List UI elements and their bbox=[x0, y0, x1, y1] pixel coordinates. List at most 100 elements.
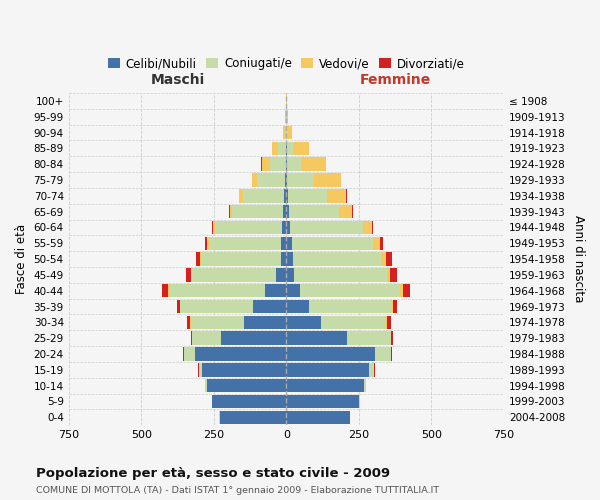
Bar bbox=[286, 332, 347, 345]
Bar bbox=[285, 174, 286, 186]
Bar bbox=[286, 252, 293, 266]
Bar bbox=[293, 142, 309, 155]
Bar bbox=[286, 363, 369, 376]
Bar bbox=[381, 252, 386, 266]
Bar bbox=[286, 220, 290, 234]
Bar bbox=[364, 379, 366, 392]
Bar bbox=[239, 189, 244, 202]
Bar bbox=[209, 236, 281, 250]
Bar bbox=[232, 205, 283, 218]
Bar bbox=[286, 316, 321, 329]
Bar bbox=[196, 252, 200, 266]
Bar bbox=[287, 110, 289, 124]
Bar bbox=[288, 189, 327, 202]
Bar bbox=[281, 220, 286, 234]
Bar bbox=[187, 316, 190, 329]
Bar bbox=[391, 332, 393, 345]
Bar bbox=[202, 363, 286, 376]
Bar bbox=[392, 300, 393, 313]
Bar bbox=[300, 284, 400, 298]
Bar bbox=[285, 126, 286, 140]
Bar bbox=[195, 347, 286, 360]
Text: COMUNE DI MOTTOLA (TA) - Dati ISTAT 1° gennaio 2009 - Elaborazione TUTTITALIA.IT: COMUNE DI MOTTOLA (TA) - Dati ISTAT 1° g… bbox=[36, 486, 439, 495]
Bar bbox=[321, 316, 386, 329]
Bar bbox=[270, 158, 286, 171]
Bar bbox=[230, 205, 232, 218]
Bar bbox=[286, 284, 300, 298]
Bar bbox=[290, 220, 363, 234]
Bar bbox=[169, 284, 265, 298]
Bar bbox=[400, 284, 403, 298]
Bar bbox=[283, 126, 285, 140]
Bar bbox=[286, 300, 309, 313]
Bar bbox=[283, 205, 286, 218]
Bar bbox=[286, 126, 288, 140]
Bar bbox=[286, 189, 288, 202]
Bar bbox=[289, 205, 340, 218]
Bar bbox=[292, 236, 373, 250]
Bar bbox=[229, 205, 230, 218]
Legend: Celibi/Nubili, Coniugati/e, Vedovi/e, Divorziati/e: Celibi/Nubili, Coniugati/e, Vedovi/e, Di… bbox=[103, 52, 469, 75]
Y-axis label: Fasce di età: Fasce di età bbox=[15, 224, 28, 294]
Bar bbox=[205, 379, 206, 392]
Bar bbox=[272, 142, 278, 155]
Bar bbox=[386, 316, 387, 329]
Bar bbox=[380, 236, 383, 250]
Bar bbox=[347, 332, 391, 345]
Bar bbox=[375, 347, 391, 360]
Bar bbox=[206, 379, 286, 392]
Bar bbox=[327, 189, 346, 202]
Bar bbox=[284, 189, 286, 202]
Bar bbox=[191, 332, 192, 345]
Bar bbox=[363, 220, 371, 234]
Bar bbox=[252, 174, 257, 186]
Bar bbox=[287, 142, 293, 155]
Text: Popolazione per età, sesso e stato civile - 2009: Popolazione per età, sesso e stato civil… bbox=[36, 468, 390, 480]
Bar bbox=[192, 332, 221, 345]
Bar bbox=[276, 268, 286, 281]
Y-axis label: Anni di nascita: Anni di nascita bbox=[572, 216, 585, 303]
Bar bbox=[286, 394, 359, 408]
Text: Femmine: Femmine bbox=[359, 72, 431, 86]
Bar bbox=[191, 316, 244, 329]
Bar bbox=[205, 236, 207, 250]
Bar bbox=[281, 252, 286, 266]
Bar bbox=[212, 394, 286, 408]
Bar bbox=[309, 300, 392, 313]
Bar bbox=[278, 142, 286, 155]
Bar bbox=[352, 205, 353, 218]
Bar bbox=[207, 236, 209, 250]
Bar bbox=[287, 174, 314, 186]
Bar bbox=[286, 268, 295, 281]
Bar bbox=[387, 268, 390, 281]
Bar bbox=[371, 220, 373, 234]
Bar bbox=[192, 268, 276, 281]
Bar bbox=[393, 300, 397, 313]
Bar bbox=[286, 205, 289, 218]
Bar bbox=[262, 158, 270, 171]
Bar bbox=[390, 268, 397, 281]
Bar bbox=[220, 410, 286, 424]
Bar bbox=[288, 126, 292, 140]
Bar bbox=[286, 410, 350, 424]
Bar bbox=[387, 316, 391, 329]
Bar bbox=[265, 284, 286, 298]
Bar bbox=[340, 205, 352, 218]
Bar bbox=[221, 332, 286, 345]
Bar bbox=[201, 252, 281, 266]
Bar bbox=[286, 174, 287, 186]
Bar bbox=[253, 300, 286, 313]
Bar bbox=[186, 268, 191, 281]
Bar bbox=[286, 379, 364, 392]
Bar bbox=[200, 252, 201, 266]
Bar bbox=[301, 158, 326, 171]
Bar bbox=[257, 174, 285, 186]
Bar bbox=[293, 252, 381, 266]
Bar bbox=[244, 316, 286, 329]
Bar bbox=[244, 189, 284, 202]
Bar bbox=[314, 174, 341, 186]
Bar bbox=[184, 347, 195, 360]
Bar bbox=[286, 236, 292, 250]
Bar bbox=[286, 347, 375, 360]
Bar bbox=[373, 236, 380, 250]
